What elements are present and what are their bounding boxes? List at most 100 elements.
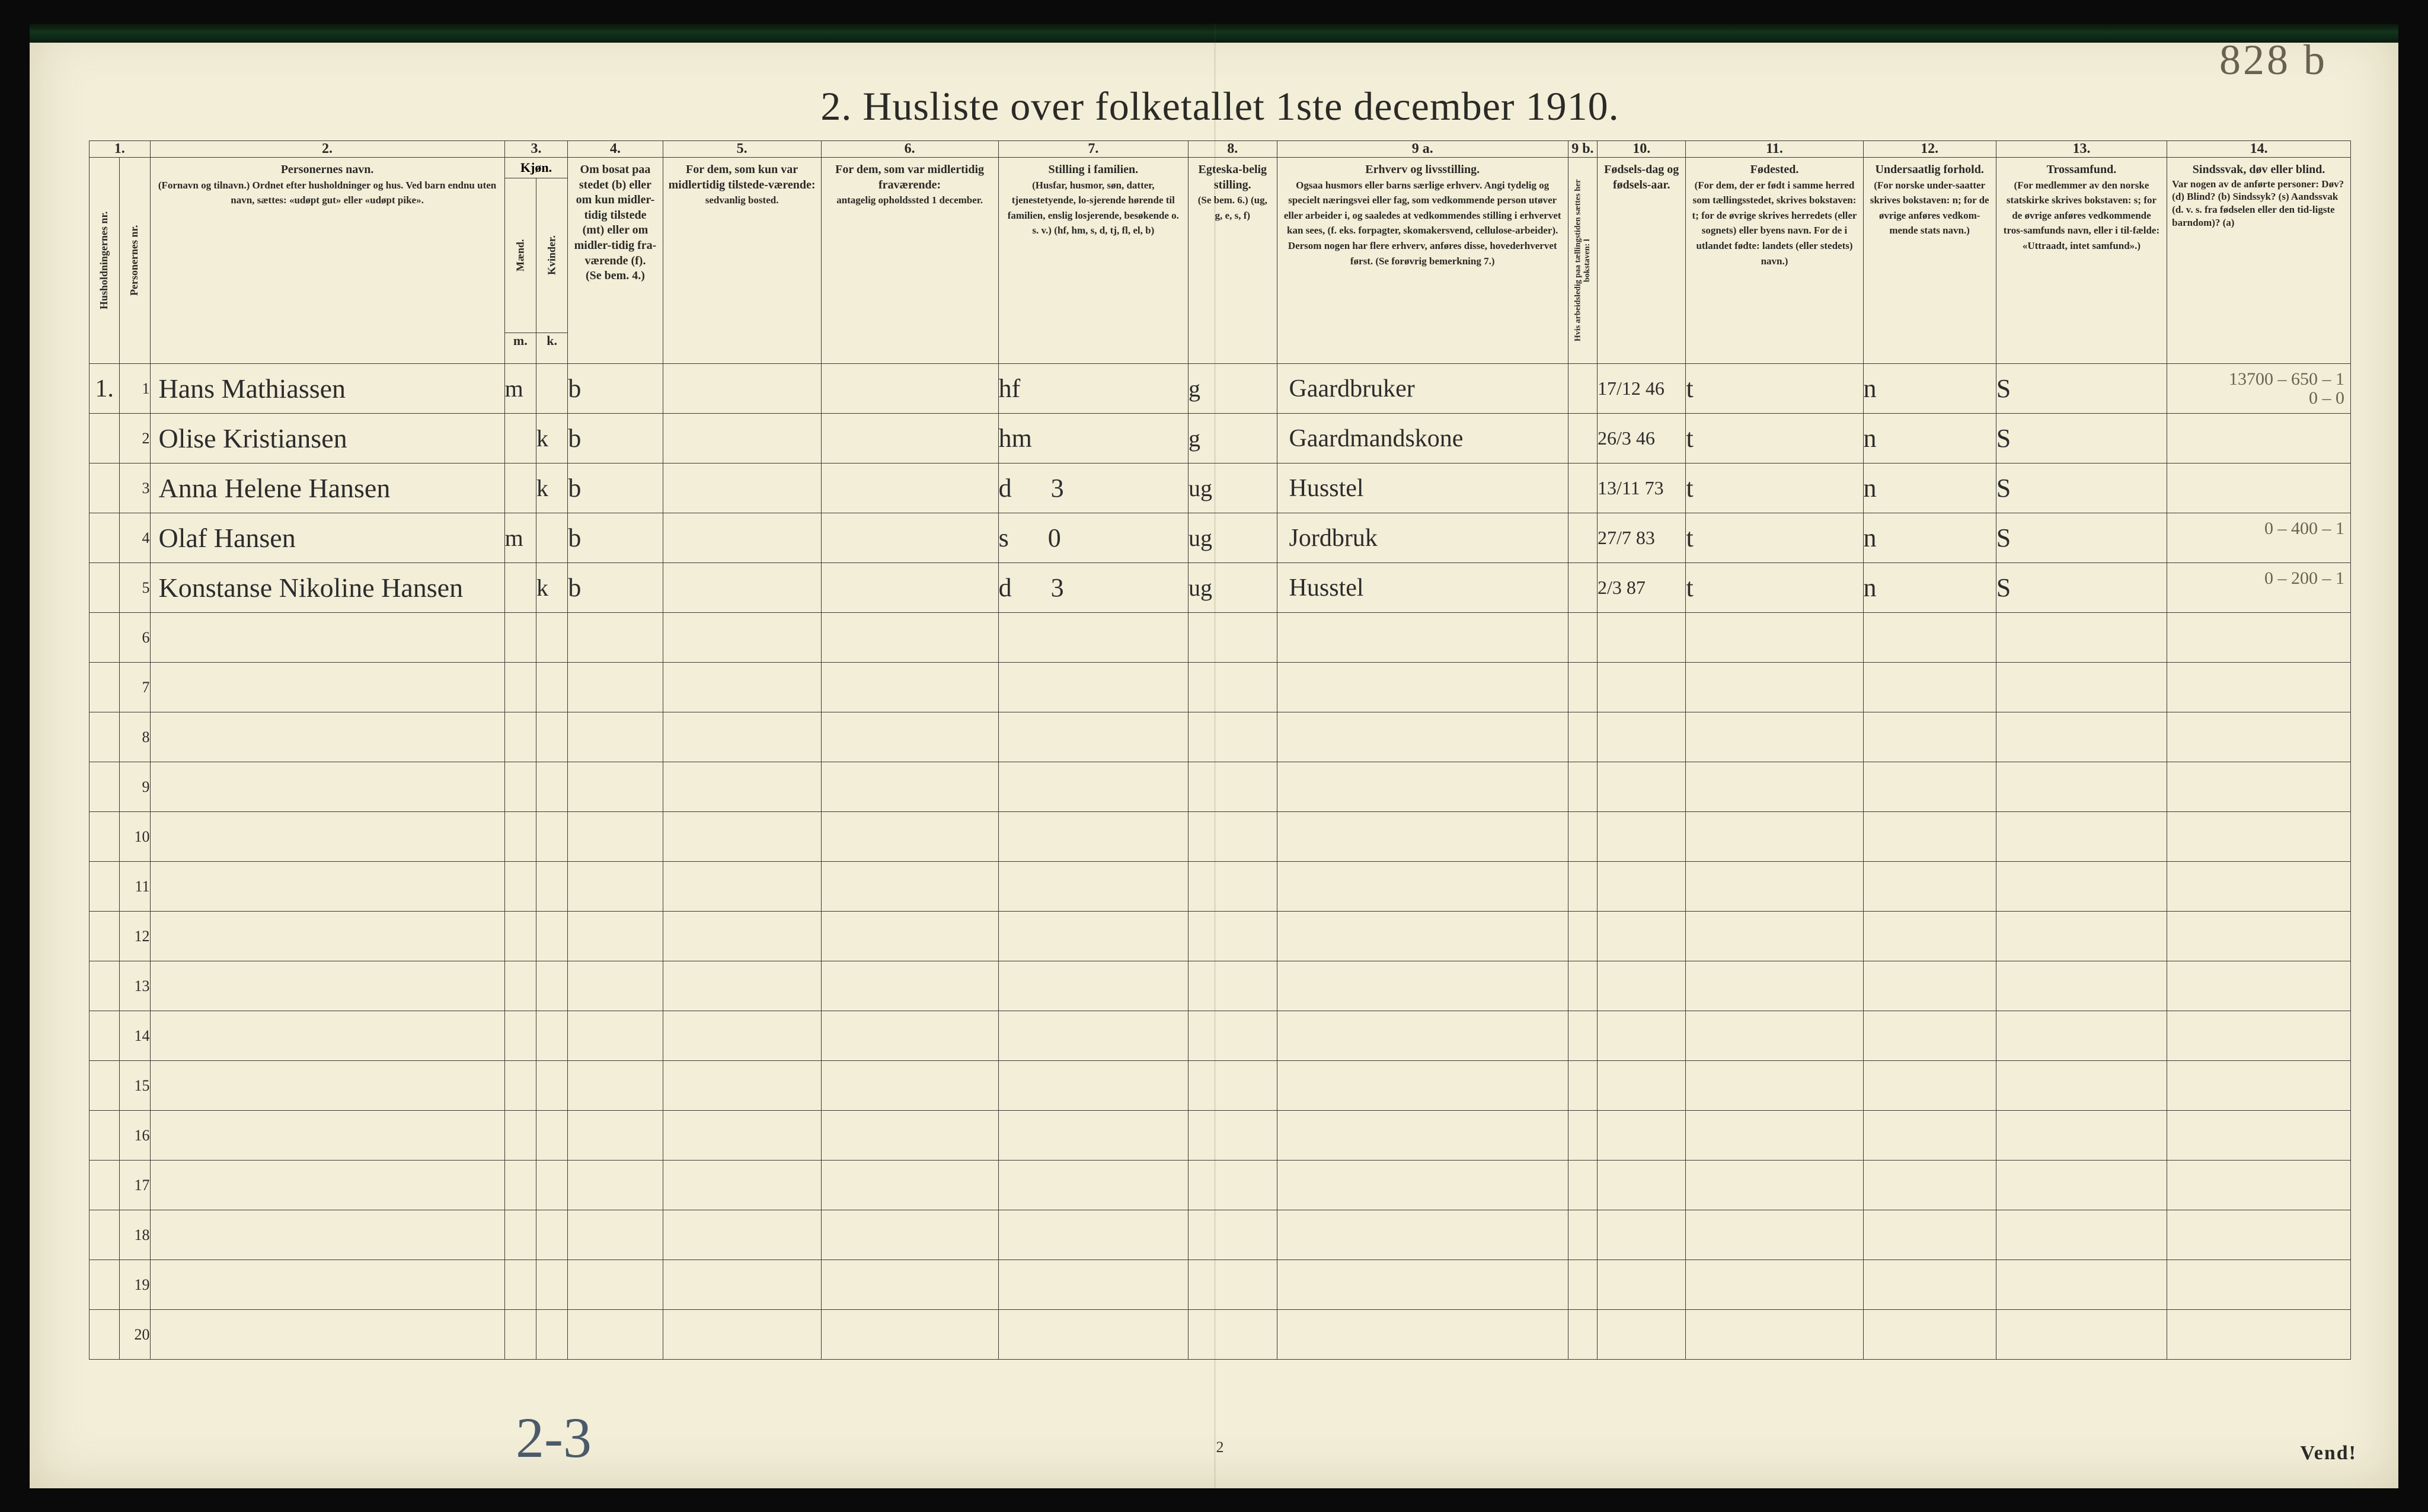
table-row: 19 <box>90 1260 2351 1310</box>
cell-fsted <box>1686 1310 1863 1360</box>
column-number-row: 1. 2. 3. 4. 5. 6. 7. 8. 9 a. 9 b. 10. 11… <box>90 141 2351 158</box>
table-row: 18 <box>90 1210 2351 1260</box>
cell-name: Olaf Hansen <box>150 513 504 563</box>
cell-bosat <box>568 1310 663 1360</box>
table-row: 14 <box>90 1011 2351 1061</box>
cell-erhverv <box>1277 912 1568 961</box>
cell-sex-m <box>504 812 536 862</box>
head-11-sub: (For dem, der er født i samme herred som… <box>1692 180 1857 267</box>
table-row: 3Anna Helene Hansenkbd 3ugHusstel13/11 7… <box>90 463 2351 513</box>
cell-9b <box>1568 812 1597 862</box>
cell-col6 <box>821 1061 998 1111</box>
cell-stilling: d 3 <box>998 463 1188 513</box>
cell-stilling: hm <box>998 414 1188 463</box>
cell-under <box>1863 862 1996 912</box>
cell-9b <box>1568 663 1597 712</box>
colnum-8: 8. <box>1189 141 1277 158</box>
cell-person-num: 4 <box>120 513 150 563</box>
cell-c14 <box>2167 1011 2351 1061</box>
cell-sex-k <box>536 712 567 762</box>
cell-fsted <box>1686 1161 1863 1210</box>
cell-fdato <box>1597 862 1686 912</box>
head-9a-title: Erhverv og livsstilling. <box>1365 163 1480 176</box>
head-5: For dem, som kun var midlertidig tilsted… <box>663 158 821 364</box>
cell-sex-k <box>536 663 567 712</box>
cell-fdato: 17/12 46 <box>1597 364 1686 414</box>
cell-col5 <box>663 1011 821 1061</box>
cell-fsted <box>1686 862 1863 912</box>
cell-sex-k <box>536 1310 567 1360</box>
table-row: 13 <box>90 961 2351 1011</box>
cell-under <box>1863 1111 1996 1161</box>
cell-sex-m <box>504 1310 536 1360</box>
head-3: Kjøn. Mænd. Kvinder. <box>504 158 568 333</box>
cell-under: n <box>1863 513 1996 563</box>
cell-egte: ug <box>1189 513 1277 563</box>
table-row: 6 <box>90 613 2351 663</box>
head-13: Trossamfund. (For medlemmer av den norsk… <box>1996 158 2167 364</box>
cell-hh-num <box>90 1061 120 1111</box>
cell-tros: S <box>1996 463 2167 513</box>
cell-fsted <box>1686 613 1863 663</box>
cell-bosat <box>568 961 663 1011</box>
cell-bosat <box>568 1210 663 1260</box>
cell-col6 <box>821 463 998 513</box>
cell-9b <box>1568 513 1597 563</box>
cell-col5 <box>663 1260 821 1310</box>
cell-col5 <box>663 1210 821 1260</box>
cell-erhverv <box>1277 1061 1568 1111</box>
cell-sex-m <box>504 1111 536 1161</box>
head-8: Egteska-belig stilling. (Se bem. 6.) (ug… <box>1189 158 1277 364</box>
cell-tros <box>1996 1161 2167 1210</box>
cell-under <box>1863 712 1996 762</box>
head-4: Om bosat paa stedet (b) eller om kun mid… <box>568 158 663 364</box>
cell-tros <box>1996 762 2167 812</box>
cell-9b <box>1568 1011 1597 1061</box>
margin-pencil-note: 0 – 200 – 1 <box>2264 569 2344 588</box>
cell-person-num: 16 <box>120 1111 150 1161</box>
head-14: Sindssvak, døv eller blind. Var nogen av… <box>2167 158 2351 364</box>
cell-9b <box>1568 563 1597 613</box>
cell-tros: S <box>1996 513 2167 563</box>
cell-c14 <box>2167 1260 2351 1310</box>
cell-9b <box>1568 912 1597 961</box>
cell-hh-num: 1. <box>90 364 120 414</box>
cell-fdato <box>1597 1260 1686 1310</box>
cell-9b <box>1568 613 1597 663</box>
cell-erhverv <box>1277 762 1568 812</box>
cell-sex-m <box>504 563 536 613</box>
cell-c14 <box>2167 862 2351 912</box>
head-4-sub: (Se bem. 4.) <box>586 269 645 282</box>
cell-sex-m <box>504 862 536 912</box>
cell-col5 <box>663 1061 821 1111</box>
cell-col6 <box>821 663 998 712</box>
margin-pencil-note: 13700 – 650 – 1 0 – 0 <box>2229 370 2344 407</box>
cell-sex-k <box>536 364 567 414</box>
cell-under <box>1863 912 1996 961</box>
cell-bosat: b <box>568 563 663 613</box>
scanner-top-strip <box>30 24 2398 43</box>
page-title: 2. Husliste over folketallet 1ste decemb… <box>820 84 1619 129</box>
cell-tros: S <box>1996 563 2167 613</box>
head-1a: Husholdningernes nr. <box>90 158 120 364</box>
cell-col6 <box>821 961 998 1011</box>
cell-fsted <box>1686 1111 1863 1161</box>
cell-9b <box>1568 1310 1597 1360</box>
head-13-title: Trossamfund. <box>2047 163 2117 176</box>
cell-hh-num <box>90 563 120 613</box>
cell-name: Olise Kristiansen <box>150 414 504 463</box>
cell-col6 <box>821 613 998 663</box>
cell-hh-num <box>90 613 120 663</box>
cell-sex-k <box>536 1161 567 1210</box>
cell-under <box>1863 663 1996 712</box>
cell-erhverv <box>1277 712 1568 762</box>
cell-fsted <box>1686 663 1863 712</box>
cell-tros <box>1996 712 2167 762</box>
cell-sex-m: m <box>504 364 536 414</box>
cell-col5 <box>663 414 821 463</box>
cell-tros <box>1996 1111 2167 1161</box>
cell-name <box>150 1111 504 1161</box>
cell-col6 <box>821 1260 998 1310</box>
cell-fdato: 27/7 83 <box>1597 513 1686 563</box>
colnum-2: 2. <box>150 141 504 158</box>
